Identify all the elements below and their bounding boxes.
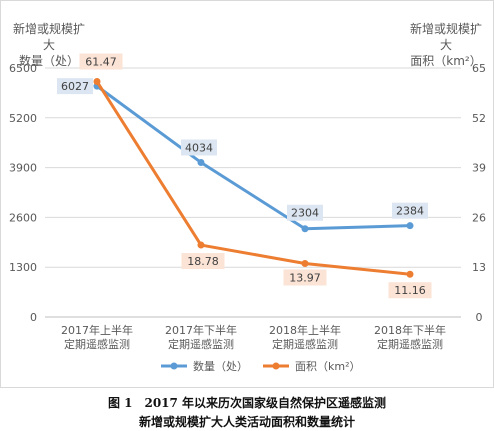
y-left-tick-label: 5200 [9,112,37,125]
x-tick-label-line: 2017年下半年 [165,323,237,337]
legend-label: 面积（km²） [295,360,361,373]
x-tick-label-line: 2017年上半年 [61,323,133,337]
y-left-tick-label: 2600 [9,211,37,224]
x-tick-label-line: 定期遥感监测 [168,337,234,351]
data-point [197,158,205,166]
x-tick-label-line: 2018年下半年 [374,323,446,337]
x-tick-label: 2017年上半年定期遥感监测 [61,323,133,351]
chart-frame: 新增或规模扩大 数量（处） 新增或规模扩大 面积（km²） 0 0 1300 13 26… [0,0,494,388]
data-point [406,270,414,278]
y-left-tick-label: 3900 [9,162,37,175]
y-left-title-line-1: 新增或规模扩大 [12,22,85,52]
legend-swatch-marker [272,362,280,370]
legend-label: 数量（处） [193,360,248,373]
data-label-background [57,78,93,95]
data-label: 18.78 [187,255,219,268]
data-label: 2304 [291,207,319,220]
data-label-background [283,269,327,286]
x-tick-label-line: 2018年上半年 [269,323,341,337]
data-point [301,225,309,233]
x-tick-label: 2018年下半年定期遥感监测 [374,323,446,351]
data-label: 13.97 [289,271,321,284]
y-left-tick-label: 0 [30,311,37,324]
y-right-title-line-2: 面积（km²） [410,54,482,68]
data-label-background [181,253,225,270]
data-label-background [79,53,123,70]
legend-swatch-marker [170,362,178,370]
figure-caption-line-2: 新增或规模扩大人类活动面积和数量统计 [138,415,355,429]
y-left-title-line-2: 数量（处） [18,54,79,68]
data-label-background [287,204,323,221]
y-right-tick-label: 26 [472,211,486,224]
y-right-tick-label: 0 [476,311,483,324]
data-point [197,241,205,249]
figure-caption-line-1: 图 1 2017 年以来历次国家级自然保护区遥感监测 [107,396,387,410]
x-tick-label-line: 定期遥感监测 [64,337,130,351]
data-label: 4034 [185,141,213,154]
x-tick-label: 2017年下半年定期遥感监测 [165,323,237,351]
data-label: 6027 [61,80,89,93]
line-chart: 0 0 1300 13 2600 26 3900 39 5200 52 6500 65 2017年上半年… [9,53,486,373]
x-tick-label: 2018年上半年定期遥感监测 [269,323,341,351]
y-right-axis-title: 新增或规模扩大 面积（km²） [405,21,487,69]
y-right-tick-label: 13 [472,261,486,274]
data-label: 61.47 [85,56,117,69]
data-point [93,78,101,86]
data-label: 11.16 [394,284,426,297]
y-left-tick-label: 6500 [9,62,37,75]
y-left-tick-label: 1300 [9,261,37,274]
y-right-tick-label: 39 [472,162,486,175]
data-point [406,222,414,230]
x-tick-label-line: 定期遥感监测 [377,337,443,351]
data-label-background [181,139,217,156]
series-line [96,84,411,231]
x-tick-label-line: 定期遥感监测 [272,337,338,351]
data-point [301,259,309,267]
y-right-title-line-1: 新增或规模扩大 [409,22,482,52]
y-right-tick-label: 52 [472,112,486,125]
y-left-axis-title: 新增或规模扩大 数量（处） [9,21,89,69]
data-label-background [392,202,428,219]
data-label-background [388,282,432,299]
data-label: 2384 [396,205,424,218]
y-right-tick-label: 65 [472,62,486,75]
series-line [95,80,411,276]
